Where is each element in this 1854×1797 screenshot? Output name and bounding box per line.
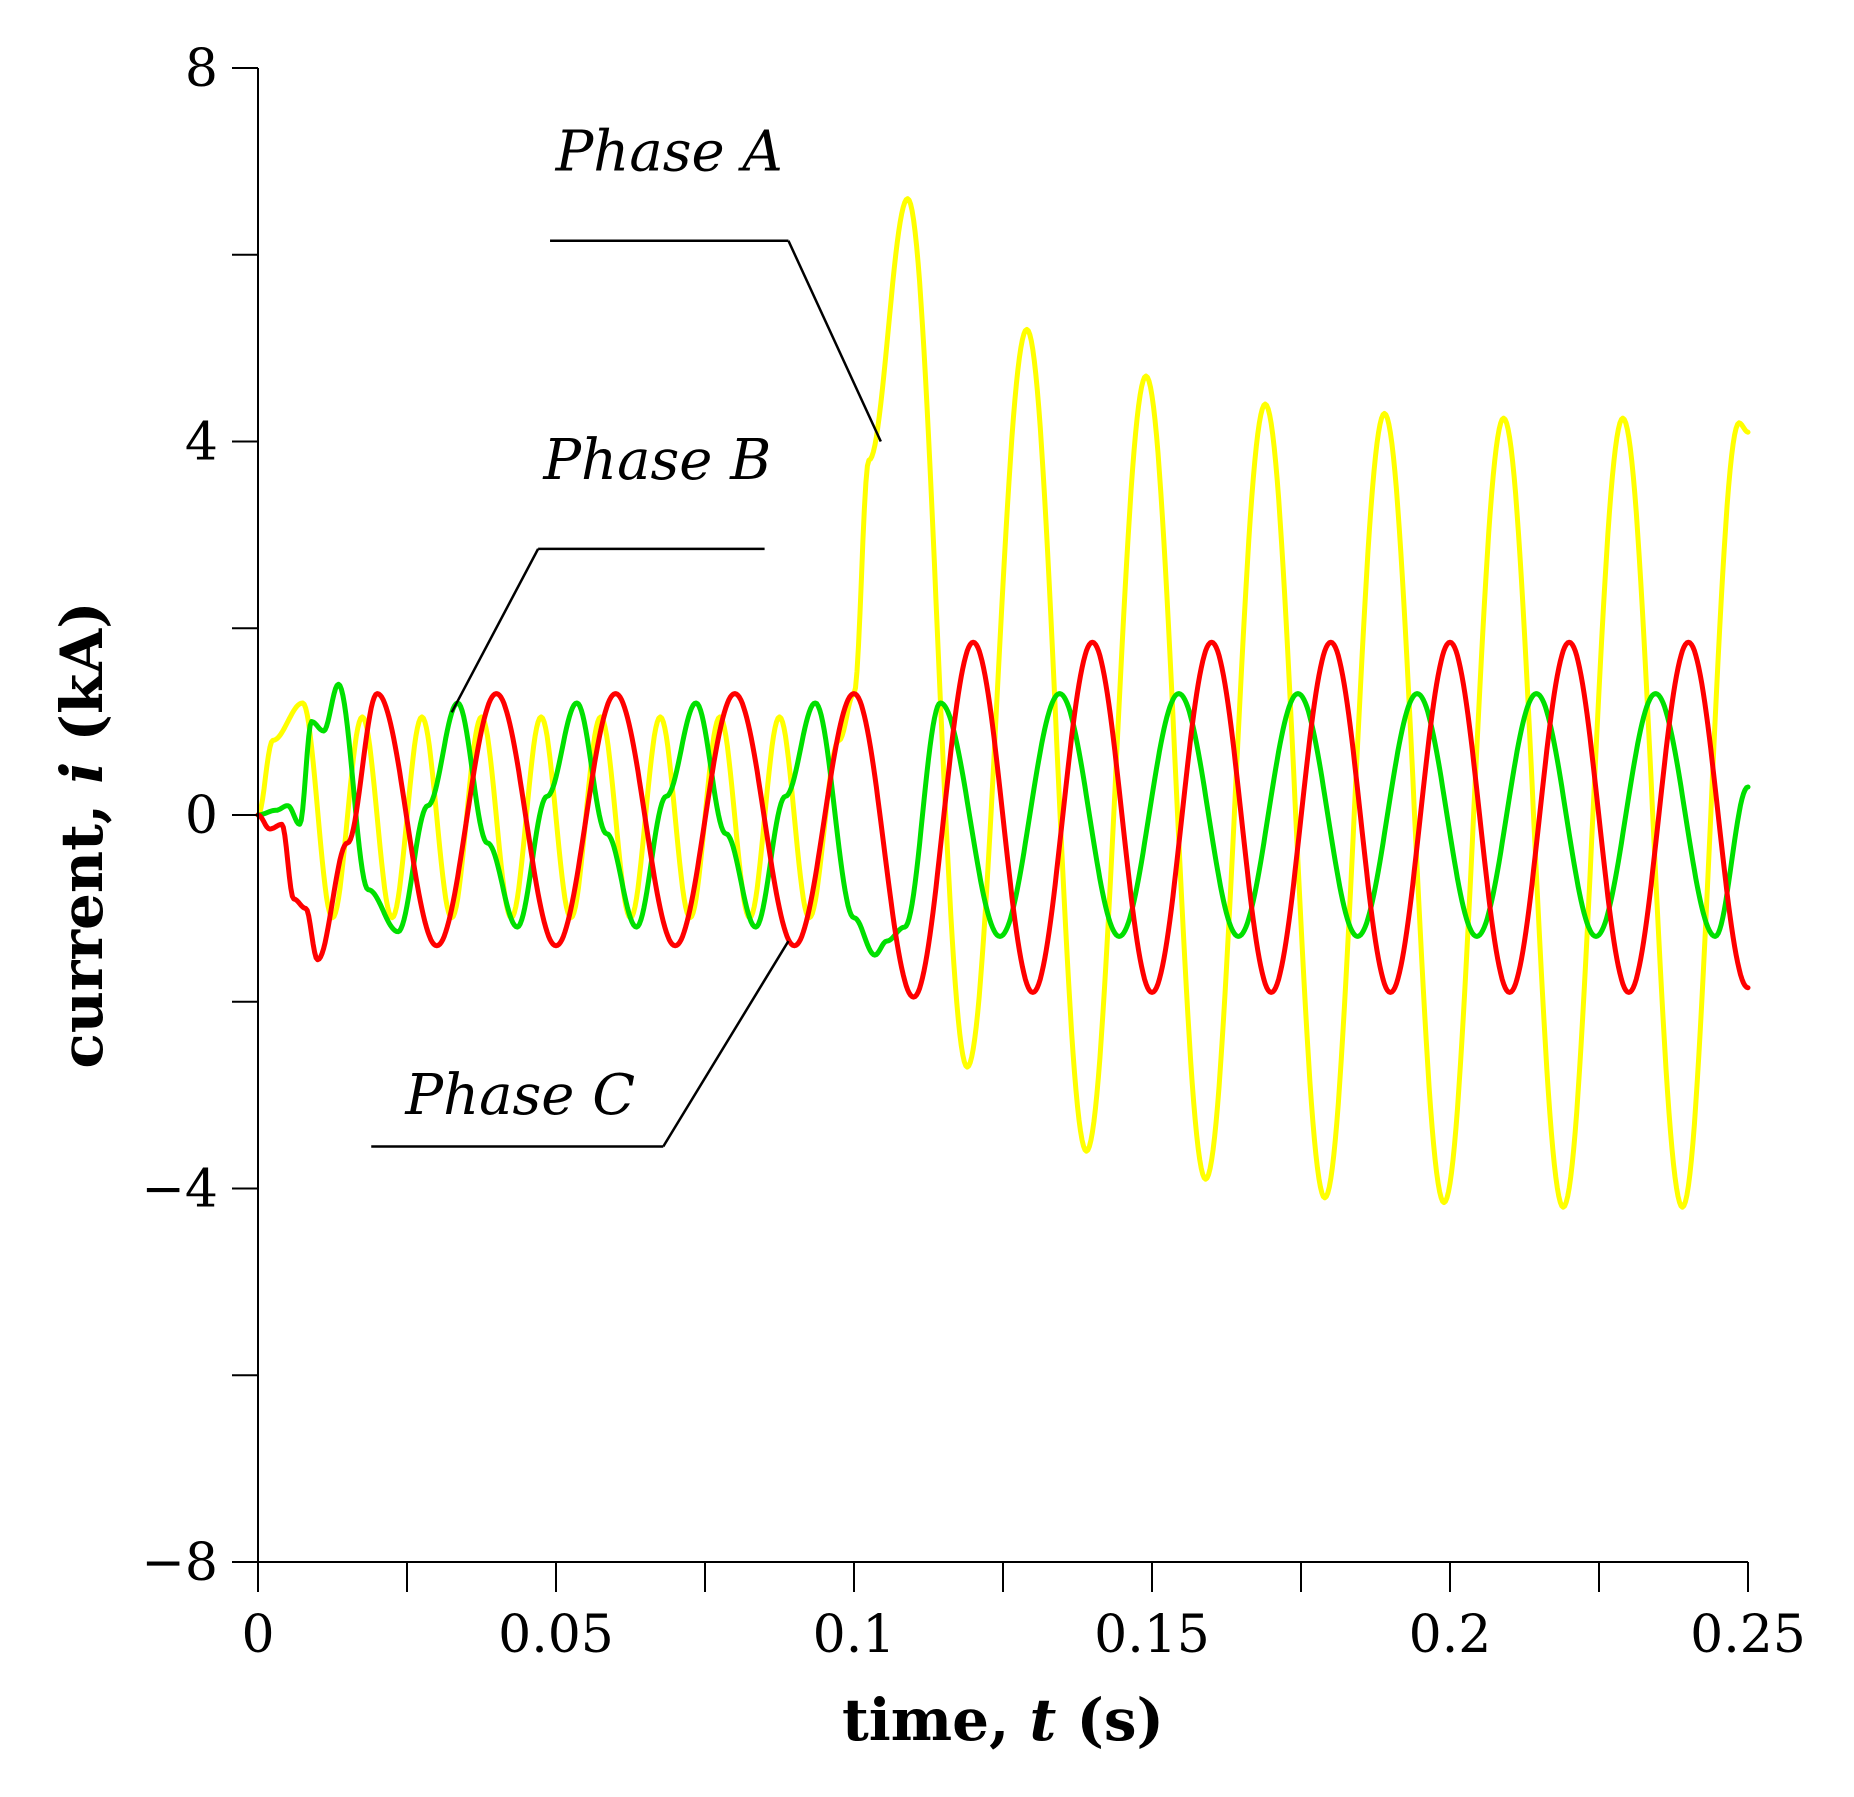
y-tick-label: 8 (185, 39, 218, 99)
ticks-layer: 8 4 0 −4 −8 0 0.05 0.1 0.15 0.2 0.25 (141, 39, 1806, 1665)
series-layer (255, 196, 1751, 1210)
x-tick-label: 0.25 (1690, 1605, 1806, 1665)
annotation-leader-phase-b (450, 548, 540, 713)
annotation-label-phase-b: Phase B (542, 428, 771, 493)
y-axis-title: current, i (kA) (48, 601, 116, 1068)
annotation-label-phase-c: Phase C (404, 1063, 635, 1128)
x-tick-label: 0 (241, 1605, 274, 1665)
x-tick-label: 0.15 (1094, 1605, 1210, 1665)
annotation-leader-phase-a (787, 240, 882, 443)
y-tick-label: 4 (185, 413, 218, 473)
annotation-label-phase-a: Phase A (555, 120, 783, 185)
series-line-phase-c (255, 639, 1751, 1000)
x-axis-title: time, t (s) (842, 1686, 1164, 1754)
series-line-phase-b (255, 681, 1751, 958)
y-tick-label: −8 (141, 1533, 218, 1593)
annotations-layer: Phase A Phase B Phase C (371, 120, 882, 1148)
series-line-phase-a (255, 196, 1751, 1210)
x-tick-label: 0.2 (1409, 1605, 1492, 1665)
annotation-leader-phase-c (662, 940, 790, 1148)
x-tick-label: 0.1 (813, 1605, 896, 1665)
x-tick-label: 0.05 (498, 1605, 614, 1665)
y-tick-label: −4 (141, 1160, 218, 1220)
y-tick-label: 0 (185, 786, 218, 846)
